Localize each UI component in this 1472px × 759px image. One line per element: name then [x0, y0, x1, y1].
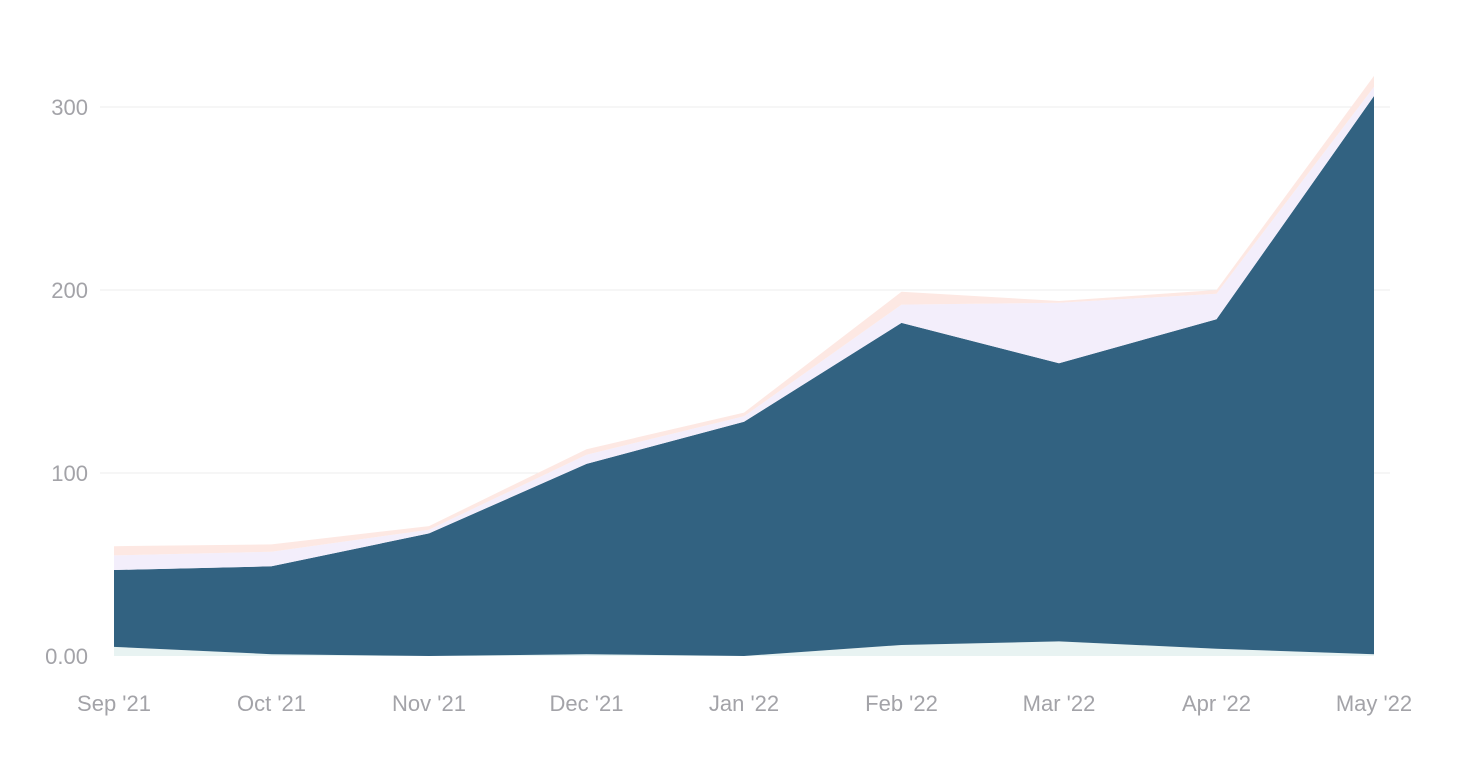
x-tick-label: May '22	[1336, 691, 1412, 716]
x-tick-label: Sep '21	[77, 691, 151, 716]
y-tick-label: 0.00	[45, 644, 88, 669]
x-tick-label: Apr '22	[1182, 691, 1251, 716]
series-areas	[114, 75, 1374, 656]
series-area-3	[114, 86, 1374, 571]
x-tick-label: Dec '21	[550, 691, 624, 716]
x-tick-label: Oct '21	[237, 691, 306, 716]
x-tick-label: Nov '21	[392, 691, 466, 716]
x-tick-label: Jan '22	[709, 691, 779, 716]
x-tick-label: Feb '22	[865, 691, 938, 716]
y-tick-label: 100	[51, 461, 88, 486]
y-tick-label: 200	[51, 278, 88, 303]
series-area-1	[114, 641, 1374, 656]
x-tick-label: Mar '22	[1023, 691, 1096, 716]
y-tick-label: 300	[51, 95, 88, 120]
series-area-2	[114, 96, 1374, 656]
y-axis-ticks: 0.00 100 200 300	[45, 95, 88, 669]
x-axis-ticks: Sep '21 Oct '21 Nov '21 Dec '21 Jan '22 Feb '…	[77, 691, 1412, 716]
